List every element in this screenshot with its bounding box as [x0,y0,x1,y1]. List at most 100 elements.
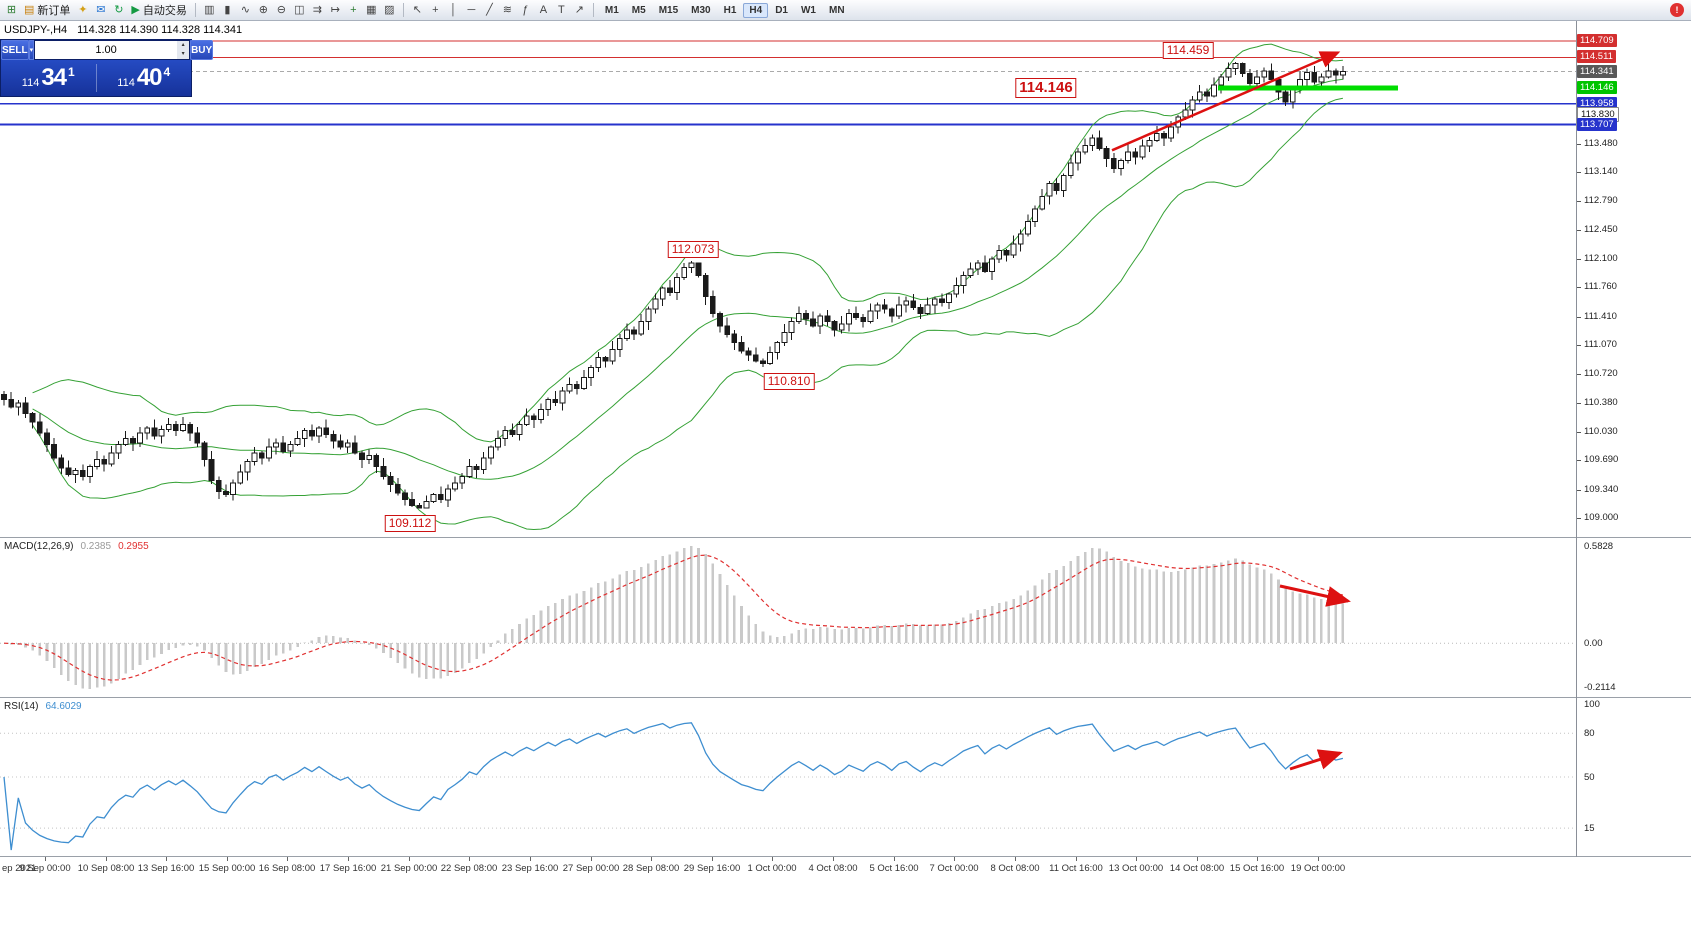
price-axis-tick [1577,317,1581,318]
macd-value: 0.2385 [80,541,112,552]
bar-chart-button[interactable]: ▥ [201,2,218,19]
auto-trading-button[interactable]: ▶ 自动交易 [128,2,189,19]
macd-trend-arrow[interactable] [1279,584,1351,607]
horizontal-level-lines[interactable] [0,40,1576,126]
macd-title: MACD(12,26,9) [4,541,74,552]
timeframe-m15-button[interactable]: M15 [658,4,679,16]
price-axis-tick [1577,230,1581,231]
price-annotation[interactable]: 114.459 [1162,41,1214,59]
periods-button[interactable]: ▦ [363,2,380,19]
time-axis-tick [1318,857,1319,861]
new-chart-button[interactable]: ⊞ [3,2,20,19]
price-annotation[interactable]: 110.810 [763,372,815,390]
tile-windows-icon: ◫ [294,3,305,16]
price-axis-tick [1577,374,1581,375]
timeframe-m1-button[interactable]: M1 [604,4,619,16]
time-axis-tick [1076,857,1077,861]
time-axis-tick [712,857,713,861]
macd-indicator-panel[interactable] [0,538,1576,697]
time-axis-label: 16 Sep 08:00 [258,863,316,874]
price-axis-tick [1577,201,1581,202]
volume-spinner[interactable]: ▴ ▾ [177,41,190,59]
text-tool-button[interactable]: A [535,2,552,19]
price-axis-label: 113.140 [1584,166,1618,177]
price-axis-label: 112.100 [1584,253,1618,264]
candlestick-chart-button[interactable]: ▮ [219,2,236,19]
channel-tool-button[interactable]: ≋ [499,2,516,19]
macd-label: MACD(12,26,9) 0.2385 0.2955 [4,541,149,552]
candlesticks [1,61,1346,509]
notification-icon[interactable]: ! [1670,3,1684,17]
price-axis-border [1576,21,1577,857]
buy-price-button[interactable]: 114 40 4 [97,60,192,96]
periods-icon: ▦ [366,3,377,16]
chart-shift-icon: ↦ [330,3,340,16]
rsi-trend-arrow[interactable] [1289,749,1343,771]
price-axis-label: 109.000 [1584,512,1619,523]
zoom-out-icon: ⊖ [276,3,286,16]
trend-arrow-line[interactable] [1111,51,1341,152]
chart-shift-button[interactable]: ↦ [327,2,344,19]
price-level-label: 113.958 [1577,97,1617,110]
arrows-tool-button[interactable]: ↗ [571,2,588,19]
timeframe-m30-button[interactable]: M30 [691,4,711,16]
expert-wizard-button[interactable]: ✦ [74,2,91,19]
timeframe-m5-button[interactable]: M5 [631,4,646,16]
buy-button[interactable]: BUY [190,40,214,60]
crosshair-button[interactable]: + [427,2,444,19]
time-axis[interactable]: ep 2021 9 Sep 00:00 10 Sep 08:00 13 Sep 16:… [0,857,1691,877]
time-axis-label: 29 Sep 16:00 [683,863,741,874]
fibonacci-tool-button[interactable]: ƒ [517,2,534,19]
label-tool-button[interactable]: T [553,2,570,19]
trade-options-button[interactable]: ▾ [28,40,35,60]
price-annotation[interactable]: 114.146 [1015,77,1077,98]
macd-axis-label: 0.00 [1584,638,1603,649]
price-axis-tick [1577,345,1581,346]
volume-box: ▴ ▾ [34,40,191,60]
sell-price-button[interactable]: 114 34 1 [1,60,96,96]
auto-scroll-button[interactable]: ⇉ [309,2,326,19]
timeframe-d1-button[interactable]: D1 [775,4,788,16]
timeframe-h1-button[interactable]: H1 [723,4,737,16]
auto-trading-icon: ▶ [131,3,140,16]
timeframe-h4-button[interactable]: H4 [743,2,769,18]
timeframe-mn-button[interactable]: MN [828,4,845,16]
trendline-tool-button[interactable]: ╱ [481,2,498,19]
timeframe-w1-button[interactable]: W1 [800,4,816,16]
community-chat-button[interactable]: ✉ [92,2,109,19]
panel-separator[interactable] [0,697,1691,698]
time-axis-tick [772,857,773,861]
cursor-button[interactable]: ↖ [409,2,426,19]
buy-price-pip: 4 [163,65,171,79]
new-order-button[interactable]: ▤ 新订单 [21,2,73,19]
text-tool-icon: A [539,3,548,16]
time-axis-tick [1257,857,1258,861]
price-annotation[interactable]: 109.112 [384,514,436,532]
spinner-down-icon[interactable]: ▾ [181,51,185,57]
line-chart-button[interactable]: ∿ [237,2,254,19]
time-axis-tick [1136,857,1137,861]
price-chart[interactable] [0,21,1576,537]
panel-separator[interactable] [0,537,1691,538]
price-annotation[interactable]: 112.073 [667,241,719,259]
zoom-in-button[interactable]: ⊕ [255,2,272,19]
templates-button[interactable]: ▨ [381,2,398,19]
vertical-line-button[interactable]: │ [445,2,462,19]
toolbar-separator [402,3,404,17]
zoom-out-button[interactable]: ⊖ [273,2,290,19]
sell-button[interactable]: SELL [1,40,29,60]
spinner-up-icon[interactable]: ▴ [181,42,185,48]
price-axis-tick [1577,460,1581,461]
time-axis-tick [591,857,592,861]
sell-price-big: 34 [41,64,67,91]
trendline-tool-icon: ╱ [486,3,493,16]
horizontal-line-button[interactable]: ─ [463,2,480,19]
tile-windows-button[interactable]: ◫ [291,2,308,19]
refresh-button[interactable]: ↻ [110,2,127,19]
volume-input[interactable] [35,41,178,59]
main-toolbar: ⊞ ▤ 新订单 ✦ ✉ ↻ ▶ 自动交易 ▥ ▮ ∿ ⊕ ⊖ ◫ ⇉ ↦ + ▦ ▨ ↖ + │ ─ ╱ ≋ ƒ A T ↗ M1 M5 M1… [0,0,1691,21]
rsi-indicator-panel[interactable] [0,698,1576,856]
indicators-list-button[interactable]: + [345,2,362,19]
sell-price-prefix: 114 [21,77,40,89]
price-axis[interactable]: 113.480 113.140 112.790 112.450 112.100 111.7… [1577,21,1691,857]
